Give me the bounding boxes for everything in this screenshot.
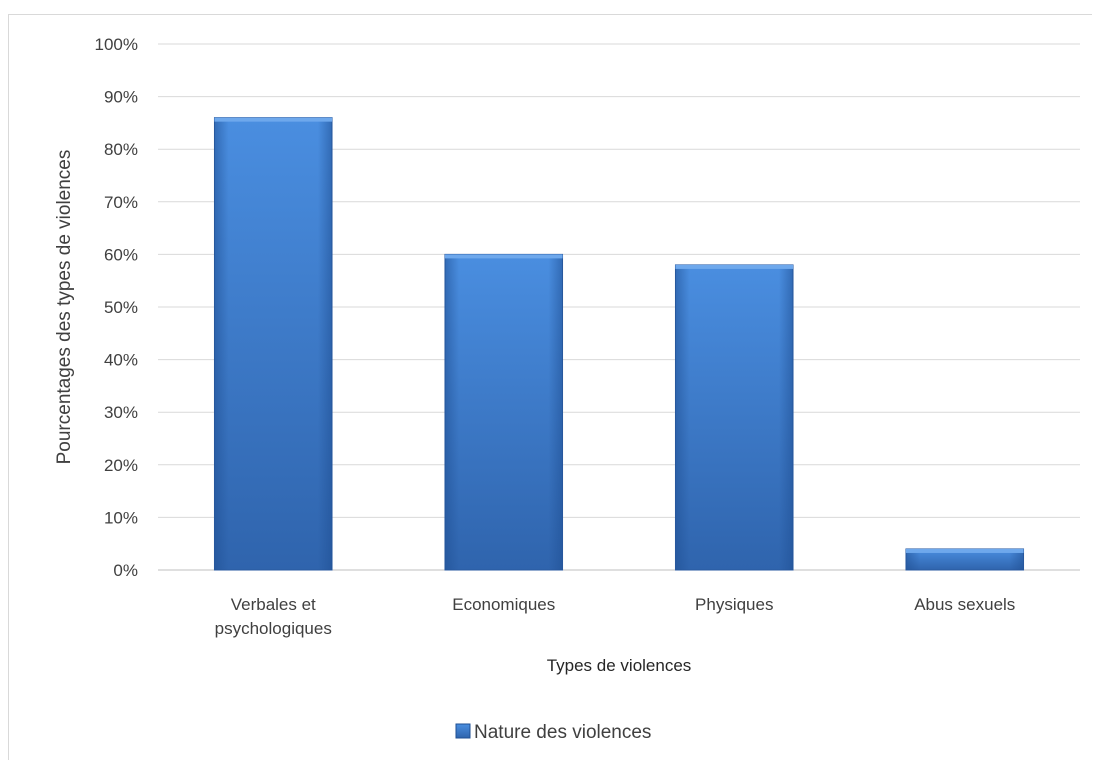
- y-axis-label: Pourcentages des types de violences: [54, 150, 75, 465]
- x-tick-label-line: Verbales et: [231, 595, 316, 614]
- y-tick-label: 80%: [104, 140, 138, 159]
- x-tick-label: Verbales et psychologiques: [215, 595, 332, 638]
- bar-bevel: [675, 264, 794, 570]
- bar: [674, 264, 794, 571]
- bars: [213, 117, 1025, 571]
- gridlines: [158, 43, 1080, 571]
- bar-top-highlight: [905, 548, 1024, 553]
- x-axis-label: Types de violences: [547, 656, 692, 675]
- bar-top-highlight: [675, 264, 794, 269]
- y-tick-label: 20%: [104, 456, 138, 475]
- x-tick-label: Physiques: [695, 595, 773, 614]
- bar-bevel: [214, 117, 333, 570]
- bar: [213, 117, 333, 571]
- x-tick-label: Abus sexuels: [914, 595, 1015, 614]
- y-axis-ticks: 0% 10% 20% 30% 40% 50% 60% 70% 80% 90% 100%: [95, 35, 138, 580]
- y-tick-label: 50%: [104, 298, 138, 317]
- x-tick-label-line: Economiques: [452, 595, 555, 614]
- y-tick-label: 30%: [104, 403, 138, 422]
- bar-top-highlight: [214, 117, 333, 122]
- legend-swatch: [455, 723, 471, 739]
- bar: [444, 253, 564, 571]
- bar-bevel: [905, 548, 1024, 570]
- bar: [905, 548, 1025, 571]
- y-tick-label: 100%: [95, 35, 138, 54]
- legend: Nature des violences: [455, 722, 651, 743]
- bar-bevel: [444, 254, 563, 570]
- y-tick-label: 70%: [104, 193, 138, 212]
- bar-top-highlight: [444, 254, 563, 259]
- x-tick-label-line: Physiques: [695, 595, 773, 614]
- y-tick-label: 0%: [113, 561, 138, 580]
- x-tick-label-line: psychologiques: [215, 619, 332, 638]
- y-tick-label: 40%: [104, 351, 138, 370]
- x-axis-ticks: Verbales et psychologiques Economiques Phys…: [215, 595, 1016, 638]
- y-tick-label: 10%: [104, 508, 138, 527]
- legend-label: Nature des violences: [474, 722, 651, 743]
- y-tick-label: 90%: [104, 88, 138, 107]
- y-tick-label: 60%: [104, 245, 138, 264]
- x-tick-label-line: Abus sexuels: [914, 595, 1015, 614]
- chart-frame: [8, 14, 1092, 760]
- x-tick-label: Economiques: [452, 595, 555, 614]
